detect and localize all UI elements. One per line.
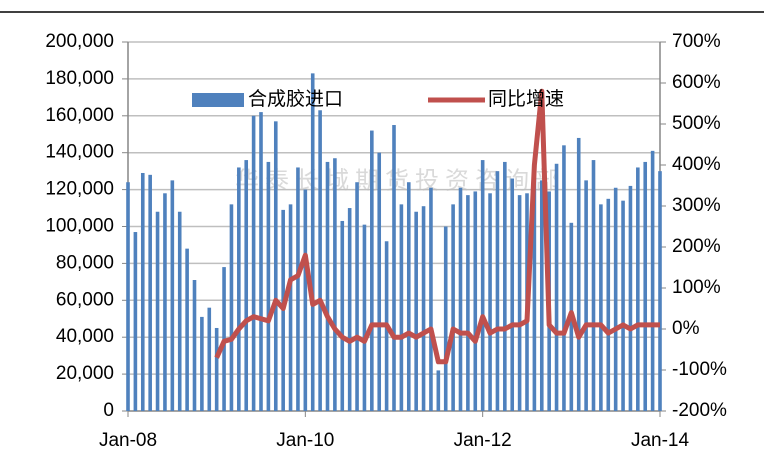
- legend-swatch: [192, 93, 244, 107]
- bar: [163, 193, 167, 411]
- bar: [185, 248, 189, 411]
- bar: [133, 232, 138, 411]
- bar: [229, 204, 234, 411]
- bar: [370, 130, 374, 411]
- bar: [488, 193, 492, 411]
- bar: [214, 327, 219, 411]
- bar: [296, 167, 300, 411]
- legend-label: 同比增速: [488, 88, 564, 110]
- bar: [355, 182, 359, 411]
- bar: [170, 180, 175, 411]
- bar: [140, 172, 145, 411]
- bar: [539, 180, 544, 411]
- bar: [237, 167, 241, 411]
- bar: [458, 187, 463, 411]
- bar: [562, 145, 566, 411]
- bar: [406, 182, 411, 411]
- bar: [517, 195, 522, 411]
- bar: [650, 150, 655, 412]
- bar: [259, 112, 263, 412]
- y-tick-label: 0: [103, 400, 114, 421]
- bar: [200, 316, 204, 411]
- bar: [621, 200, 625, 411]
- y2-tick-label: 300%: [672, 195, 721, 216]
- bar: [628, 185, 633, 411]
- bar: [303, 189, 308, 411]
- bar: [155, 211, 160, 411]
- bar: [288, 204, 293, 411]
- y2-tick-label: -200%: [672, 400, 727, 421]
- bar: [192, 280, 197, 411]
- bar: [503, 161, 507, 411]
- bar: [148, 174, 152, 411]
- bar: [251, 115, 256, 412]
- bar: [421, 206, 426, 411]
- bar: [310, 73, 315, 412]
- bar: [599, 204, 603, 411]
- bar: [584, 180, 588, 411]
- line: [214, 88, 660, 365]
- y2-tick-label: 200%: [672, 236, 721, 257]
- y-tick-label: 160,000: [45, 105, 114, 126]
- x-tick-label: Jan-08: [99, 430, 157, 451]
- y2-tick-label: 400%: [672, 154, 721, 175]
- y2-tick-label: 500%: [672, 113, 721, 134]
- bar: [392, 125, 396, 412]
- bar: [340, 220, 345, 411]
- bar: [473, 191, 478, 411]
- legend-label: 合成胶进口: [248, 88, 343, 110]
- bar: [244, 160, 249, 411]
- bar: [613, 187, 618, 411]
- y-tick-label: 80,000: [56, 252, 114, 273]
- y2-tick-label: 700%: [672, 31, 721, 52]
- y-tick-label: 20,000: [56, 363, 114, 384]
- y2-tick-label: -100%: [672, 359, 727, 380]
- bar: [126, 182, 130, 411]
- bar: [414, 211, 418, 411]
- bar: [325, 161, 330, 411]
- y2-tick-label: 100%: [672, 277, 721, 298]
- bar: [466, 195, 470, 411]
- bar: [318, 110, 322, 411]
- x-tick-label: Jan-10: [276, 430, 334, 451]
- y-tick-label: 200,000: [45, 31, 114, 52]
- bar: [266, 161, 271, 411]
- bar: [273, 121, 278, 412]
- bar: [436, 370, 441, 411]
- bar: [347, 208, 352, 411]
- y-tick-label: 140,000: [45, 142, 114, 163]
- bar: [510, 178, 515, 411]
- bar: [399, 204, 404, 411]
- bar: [177, 211, 182, 411]
- y2-tick-label: 0%: [672, 318, 700, 339]
- x-tick-label: Jan-12: [454, 430, 512, 451]
- bar: [658, 171, 662, 411]
- y-tick-label: 60,000: [56, 289, 114, 310]
- y-tick-label: 100,000: [45, 216, 114, 237]
- bar: [377, 152, 382, 411]
- bar: [480, 160, 485, 411]
- bar: [451, 204, 455, 411]
- y-tick-label: 180,000: [45, 68, 114, 89]
- bar: [554, 163, 559, 411]
- y-tick-label: 120,000: [45, 179, 114, 200]
- y2-tick-label: 600%: [672, 72, 721, 93]
- bar: [207, 307, 212, 411]
- bar: [636, 167, 640, 411]
- bar: [576, 137, 581, 411]
- bar: [532, 172, 537, 411]
- y-tick-label: 40,000: [56, 326, 114, 347]
- bar: [443, 226, 448, 411]
- bar: [643, 161, 648, 411]
- bar: [333, 158, 337, 411]
- x-tick-label: Jan-14: [631, 430, 690, 451]
- bar: [429, 187, 433, 411]
- bar: [591, 160, 596, 411]
- bar: [495, 171, 500, 411]
- bar: [606, 198, 611, 411]
- bar: [362, 224, 367, 411]
